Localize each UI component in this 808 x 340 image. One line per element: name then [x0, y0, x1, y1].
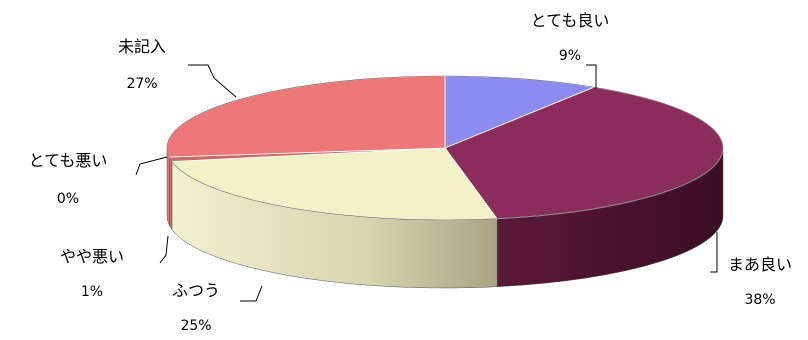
label-yaya-warui: やや悪い [60, 247, 124, 266]
label-tottemo-yoi: とても良い [531, 11, 610, 30]
label-tottemo-warui: とても悪い [29, 151, 108, 170]
label-tottemo-warui-leader [135, 156, 168, 176]
label-maa-yoi: まあ良い [728, 255, 792, 274]
label-futsuu-percent: 25% [180, 318, 211, 334]
label-mikinyuu-leader [188, 64, 237, 98]
label-mikinyuu: 未記入 [118, 37, 166, 56]
label-yaya-warui-percent: 1% [81, 284, 103, 300]
label-yaya-warui-leader [159, 235, 169, 264]
label-futsuu-leader [240, 285, 263, 302]
pie-top-outline [166, 75, 724, 221]
label-maa-yoi-percent: 38% [744, 292, 775, 308]
label-maa-yoi-leader [710, 232, 718, 273]
slice-6-top [166, 75, 446, 158]
label-tottemo-warui-percent: 0% [57, 191, 79, 207]
label-mikinyuu-percent: 27% [126, 76, 157, 92]
label-futsuu: ふつう [172, 281, 220, 300]
label-tottemo-yoi-leader [586, 64, 597, 89]
label-tottemo-yoi-percent: 9% [559, 48, 581, 64]
slice-6-side [166, 147, 170, 226]
slice-4-side [168, 156, 173, 231]
